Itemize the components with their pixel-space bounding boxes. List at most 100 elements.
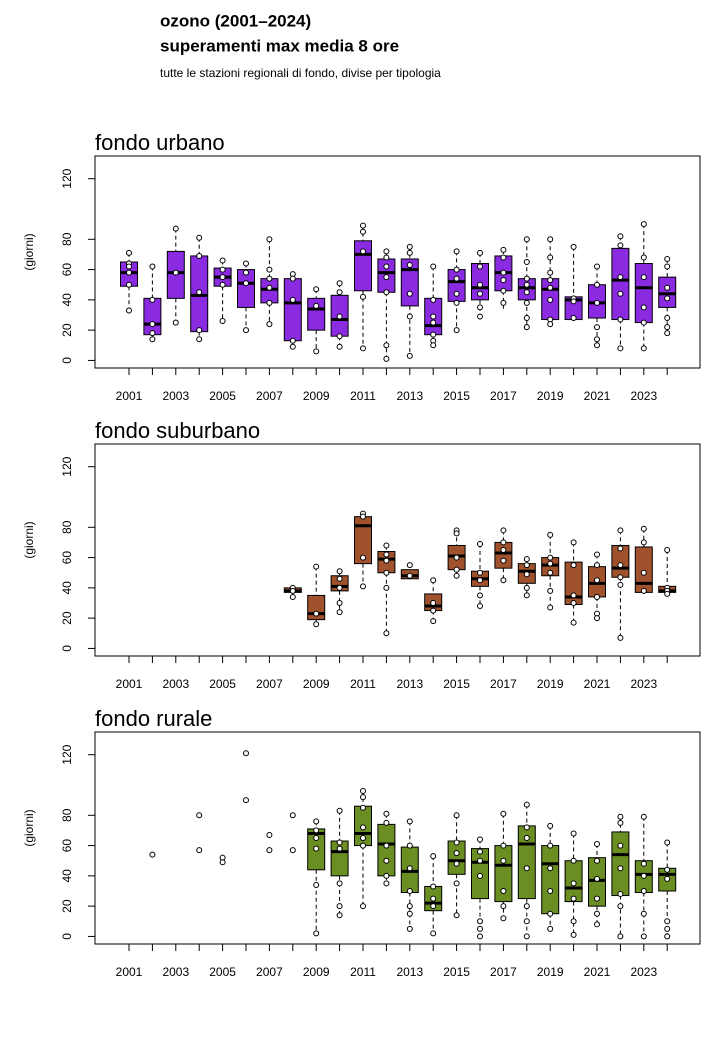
point [430,853,437,860]
point [594,577,600,584]
point [594,263,600,270]
box [143,297,162,336]
y-tick-label: 20 [60,611,74,625]
box [260,278,279,304]
box [471,263,489,301]
y-tick-label: 80 [60,520,74,534]
point [664,925,671,932]
point [594,299,600,306]
point [383,857,390,864]
point [664,547,671,553]
point [523,835,530,841]
y-axis-label: (giorni) [22,809,36,846]
box [541,845,560,915]
point [594,895,600,902]
x-tick-label: 2013 [396,677,423,691]
point [640,933,647,940]
point [360,222,366,229]
point [289,587,296,594]
point [594,342,600,349]
box [634,546,653,593]
box [494,541,513,569]
point [453,290,460,297]
point [336,568,343,575]
point [640,345,647,352]
point [243,269,249,276]
point [266,299,273,306]
y-tick-label: 0 [60,357,74,364]
point [547,254,554,261]
y-tick-label: 60 [60,263,74,277]
point [406,313,413,320]
x-tick-label: 2001 [116,677,143,691]
point [336,807,343,814]
point [453,299,460,306]
point [547,236,554,243]
title-line: superamenti max media 8 ore [160,36,399,55]
point [547,296,554,303]
point [360,842,366,849]
point [336,333,343,340]
point [640,910,647,917]
point [406,262,413,269]
point [196,336,203,343]
point [570,315,577,322]
point [500,527,507,534]
box [307,297,326,331]
panel-title: fondo rurale [95,706,212,731]
point [664,330,671,337]
point [570,880,577,887]
point [664,590,671,597]
point [617,233,624,240]
point [547,269,554,276]
y-tick-label: 40 [60,581,74,595]
point [664,324,671,331]
point [313,348,320,355]
point [149,321,156,328]
point [383,630,390,637]
point [360,228,366,235]
x-tick-label: 2019 [537,389,564,403]
point [664,295,671,302]
point [313,621,320,628]
x-tick-label: 2003 [162,677,189,691]
point [453,554,460,561]
point [406,572,413,579]
point [640,274,647,281]
point [640,525,647,532]
box [447,840,466,875]
y-tick-label: 60 [60,839,74,853]
x-tick-label: 2007 [256,389,283,403]
point [570,857,577,864]
point [313,286,320,293]
point [336,343,343,350]
x-tick-label: 2023 [630,677,657,691]
point [617,634,624,641]
point [219,266,226,273]
point [430,342,437,349]
point [640,888,647,894]
box [611,247,630,321]
point [453,860,460,867]
point [430,296,437,303]
point [266,847,273,854]
point [383,819,390,826]
x-tick-label: 2009 [303,389,330,403]
point [149,851,156,858]
point [477,569,483,576]
point [406,865,413,872]
point [547,910,554,917]
point [547,531,554,538]
x-tick-label: 2021 [584,965,611,979]
point [664,839,671,846]
point [594,841,600,848]
point [594,562,600,569]
point [383,557,390,564]
point [289,275,296,282]
point [430,883,437,890]
point [523,801,530,808]
y-axis-label: (giorni) [22,233,36,270]
y-tick-label: 60 [60,551,74,565]
point [430,263,437,270]
